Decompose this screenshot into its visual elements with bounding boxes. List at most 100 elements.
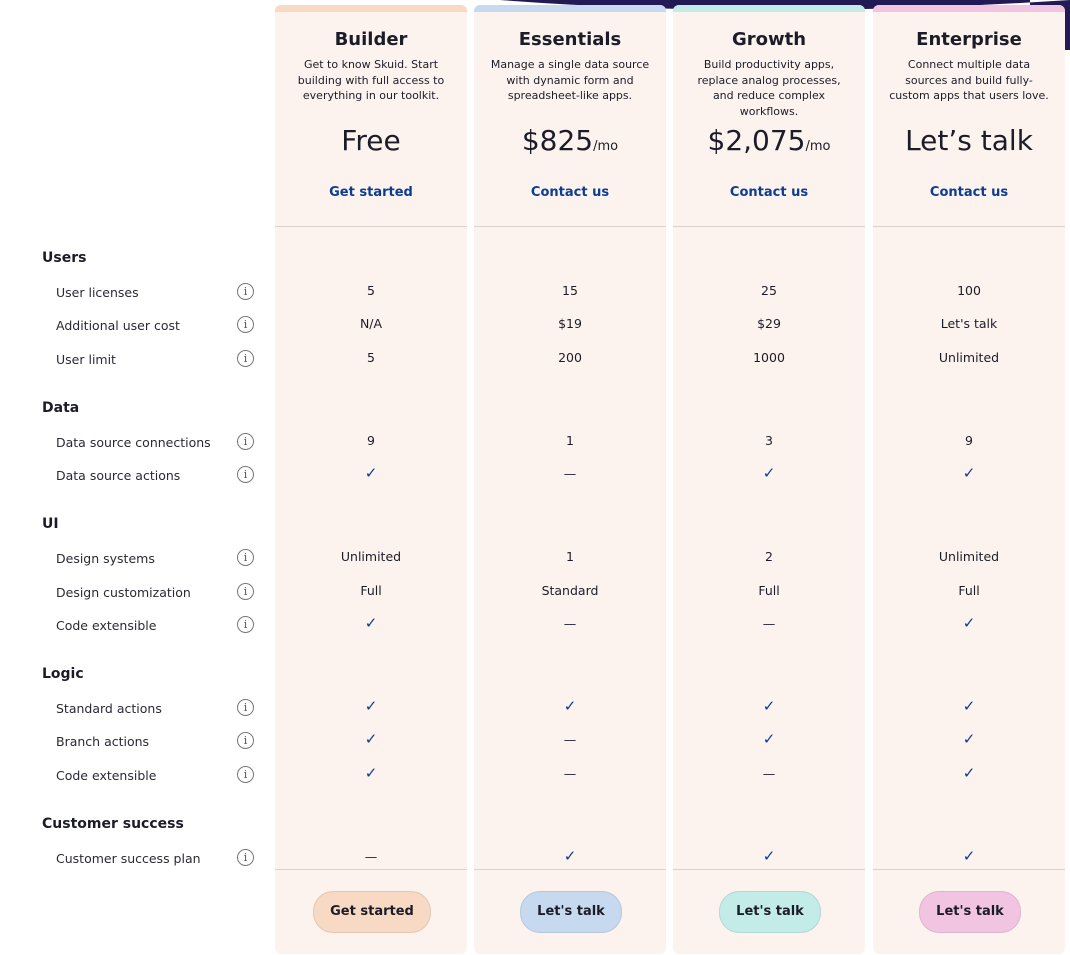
info-icon[interactable]: i	[237, 432, 254, 450]
cell-value: Full	[758, 582, 780, 598]
section-title: Logic	[42, 666, 84, 682]
check-icon: ✓	[962, 730, 976, 749]
info-icon[interactable]: i	[237, 316, 254, 334]
check-icon: ✓	[962, 846, 976, 865]
plan-link[interactable]: Contact us	[729, 185, 809, 200]
cell-value: —	[563, 765, 577, 781]
plan-strip	[873, 5, 1065, 12]
plan-description: Build productivity apps, replace analog …	[697, 58, 841, 118]
cell-value: 5	[367, 349, 375, 365]
cell-value: N/A	[359, 316, 383, 332]
check-icon: ✓	[563, 697, 577, 715]
info-icon[interactable]: i	[237, 848, 254, 866]
check-icon: ✓	[364, 697, 378, 715]
row-label: Additional user cost	[56, 318, 180, 334]
info-icon[interactable]: i	[237, 549, 254, 567]
plan-price: $825/mo	[474, 124, 666, 157]
plan-name: Enterprise	[916, 29, 1022, 50]
check-icon: ✓	[364, 730, 378, 749]
cell-value: —	[762, 616, 776, 631]
row-label: Design systems	[56, 551, 155, 567]
price-unit: /mo	[593, 139, 619, 154]
plan-name: Essentials	[518, 29, 622, 50]
price-amount: Let’s talk	[905, 124, 1033, 157]
cell-value: 9	[367, 432, 375, 448]
plan-price: $2,075/mo	[673, 124, 865, 157]
cell-value: Unlimited	[938, 349, 1000, 365]
check-icon: ✓	[364, 614, 378, 632]
divider	[275, 869, 467, 870]
check-icon: ✓	[962, 464, 976, 483]
row-label: User limit	[56, 351, 116, 367]
plan-column: Enterprise Connect multiple data sources …	[873, 5, 1065, 954]
cell-value: —	[563, 732, 577, 748]
check-icon: ✓	[962, 614, 976, 632]
plan-name: Builder	[334, 29, 408, 50]
check-icon: ✓	[364, 464, 378, 483]
cell-value: $19	[558, 316, 582, 332]
cell-value: —	[762, 765, 776, 781]
plan-link[interactable]: Contact us	[530, 185, 610, 200]
check-icon: ✓	[762, 464, 776, 483]
plan-button[interactable]: Get started	[313, 891, 431, 933]
check-icon: ✓	[962, 697, 976, 715]
row-label: Code extensible	[56, 767, 157, 783]
row-label: Design customization	[56, 584, 191, 600]
plan-description: Manage a single data source with dynamic…	[490, 58, 650, 102]
plan-button[interactable]: Let's talk	[520, 891, 622, 933]
plan-column: Builder Get to know Skuid. Start building…	[275, 5, 467, 954]
info-icon[interactable]: i	[237, 699, 254, 716]
info-icon[interactable]: i	[237, 765, 254, 783]
row-label: Data source connections	[56, 434, 211, 450]
plan-link[interactable]: Get started	[329, 185, 413, 200]
divider	[474, 869, 666, 870]
price-amount: $825	[521, 124, 594, 157]
cell-value: —	[563, 616, 577, 631]
plan-strip	[275, 5, 467, 12]
plan-column: Growth Build productivity apps, replace a…	[673, 5, 865, 954]
cell-value: Full	[360, 582, 382, 598]
section-title: Users	[42, 250, 87, 266]
plan-price: Let’s talk	[873, 124, 1065, 157]
cell-value: 1	[566, 432, 574, 448]
row-label: User licenses	[56, 285, 139, 300]
plan-strip	[474, 5, 666, 12]
plan-button[interactable]: Let's talk	[719, 891, 821, 933]
cell-value: 25	[761, 283, 777, 298]
divider	[474, 226, 666, 227]
plan-strip	[673, 5, 865, 12]
section-title: Data	[42, 399, 80, 416]
check-icon: ✓	[962, 763, 976, 782]
row-label: Data source actions	[56, 468, 181, 484]
info-icon[interactable]: i	[237, 466, 254, 484]
cell-value: 15	[562, 283, 578, 298]
plan-name: Growth	[731, 29, 807, 50]
info-icon[interactable]: i	[237, 349, 254, 367]
check-icon: ✓	[762, 730, 776, 749]
cell-value: 9	[965, 432, 973, 448]
cell-value: 3	[765, 432, 773, 448]
cell-value: —	[563, 466, 577, 482]
plan-link[interactable]: Contact us	[929, 185, 1009, 200]
info-icon[interactable]: i	[237, 283, 254, 300]
divider	[873, 869, 1065, 870]
cell-value: Let's talk	[940, 316, 998, 332]
info-icon[interactable]: i	[237, 582, 254, 600]
info-icon[interactable]: i	[237, 732, 254, 750]
plan-description: Connect multiple data sources and build …	[889, 58, 1049, 102]
info-icon[interactable]: i	[237, 616, 254, 633]
plan-price: Free	[275, 124, 467, 157]
cell-value: Full	[958, 582, 980, 598]
price-amount: Free	[341, 124, 401, 157]
divider	[275, 226, 467, 227]
cell-value: Unlimited	[938, 549, 1000, 565]
divider	[873, 226, 1065, 227]
plan-button[interactable]: Let's talk	[919, 891, 1021, 933]
cell-value: Unlimited	[340, 549, 402, 565]
row-label: Code extensible	[56, 618, 157, 633]
section-title: UI	[42, 516, 59, 533]
cell-value: Standard	[541, 582, 599, 598]
check-icon: ✓	[563, 846, 577, 865]
check-icon: ✓	[762, 697, 776, 715]
